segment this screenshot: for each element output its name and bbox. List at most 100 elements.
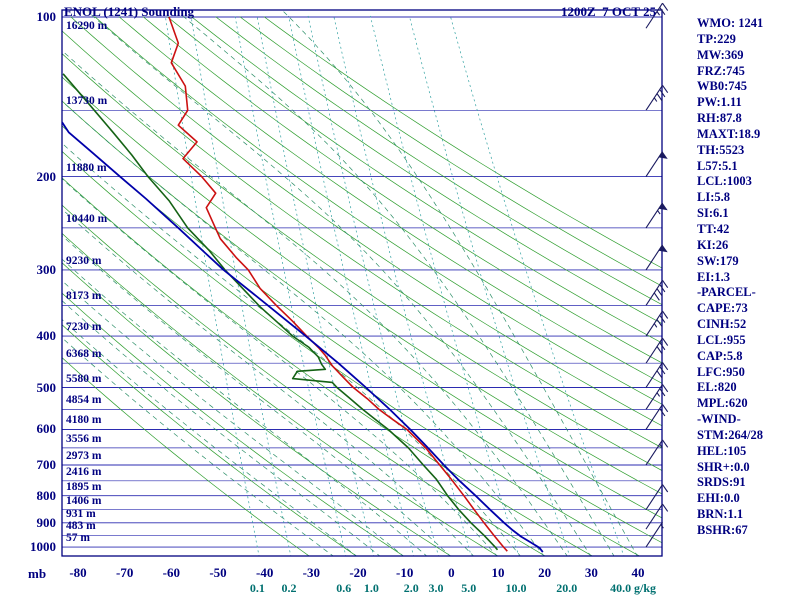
index-line: EI:1.3	[697, 269, 730, 284]
wind-barb	[645, 439, 669, 466]
height-label: 4854 m	[66, 394, 102, 407]
sounding-traces	[62, 16, 544, 553]
index-line: MPL:620	[697, 396, 748, 411]
index-line: SW:179	[697, 253, 739, 268]
wind-barb	[645, 404, 669, 430]
index-line: RH:87.8	[697, 111, 742, 126]
temp-axis-label: 0	[448, 565, 455, 580]
pressure-axis-label: 800	[36, 487, 57, 503]
index-line: LCL:1003	[697, 174, 752, 189]
wind-barb	[645, 384, 669, 410]
dry-adiabat-line	[239, 16, 662, 287]
mixing-ratio-line	[190, 15, 292, 556]
index-line: CINH:52	[697, 317, 747, 332]
index-line: HEL:105	[697, 443, 747, 458]
temp-axis-label: -50	[209, 565, 227, 580]
wind-barb	[645, 337, 669, 364]
dry-adiabat-line	[118, 16, 662, 384]
height-label: 57 m	[66, 532, 90, 545]
wind-barb	[645, 521, 664, 548]
height-label: 8173 m	[66, 290, 102, 303]
moist-adiabat-line	[62, 337, 334, 556]
mixing-ratio-label: 10.0	[505, 581, 527, 595]
temp-axis-label: -30	[302, 565, 320, 580]
index-line: PW:1.11	[697, 95, 742, 110]
index-line: LFC:950	[697, 364, 745, 379]
mixing-ratio-line	[369, 15, 520, 556]
height-label: 3556 m	[66, 432, 102, 445]
background-grid	[61, 9, 663, 557]
dry-adiabat-line	[62, 30, 662, 449]
index-line: L57:5.1	[697, 158, 738, 173]
moist-adiabat-line	[62, 258, 428, 556]
mixing-ratio-label: 1.0	[363, 581, 379, 595]
height-label: 2973 m	[66, 449, 102, 462]
mixing-ratio-line	[164, 15, 260, 556]
mixing-ratio-line	[408, 15, 571, 556]
dry-adiabat-line	[70, 16, 662, 427]
dry-adiabat-line	[62, 100, 662, 519]
dry-adiabat-line	[263, 16, 662, 269]
dry-adiabat-line	[62, 76, 662, 495]
height-label: 13730 m	[66, 95, 108, 108]
mixing-ratio-label: 5.0	[461, 581, 477, 595]
dry-adiabat-line	[62, 177, 594, 556]
pressure-unit-label: mb	[28, 566, 47, 581]
pressure-axis-label: 500	[36, 379, 57, 395]
moist-adiabat-line	[62, 300, 381, 556]
dry-adiabat-line	[62, 262, 452, 556]
mixing-unit-label: g/kg	[634, 581, 657, 595]
wind-barb	[645, 2, 669, 29]
moist-adiabat-line	[283, 11, 638, 556]
pressure-axis-label: 600	[36, 421, 57, 437]
temp-axis-label: 30	[584, 565, 598, 580]
moist-adiabat-line	[87, 11, 591, 556]
chart-title: ENOL (1241) Sounding	[64, 4, 195, 19]
temp-axis-label: 10	[491, 565, 505, 580]
temp-axis-label: -80	[69, 565, 87, 580]
wind-barb	[645, 202, 668, 229]
mixing-ratio-label: 0.1	[249, 581, 265, 595]
index-line: -WIND-	[697, 412, 741, 427]
height-label: 9230 m	[66, 254, 102, 267]
index-line: TP:229	[697, 31, 736, 46]
wind-barb	[645, 310, 669, 337]
height-label: 5580 m	[66, 372, 102, 385]
index-line: LI:5.8	[697, 190, 730, 205]
index-line: -PARCEL-	[697, 285, 756, 300]
chart-datetime: 1200Z 7 OCT 25	[561, 4, 657, 19]
temp-axis-label: 40	[631, 565, 645, 580]
index-line: SI:6.1	[697, 206, 729, 221]
mixing-ratio-line	[256, 15, 374, 556]
dry-adiabat-line	[62, 150, 641, 556]
height-label: 10440 m	[66, 212, 108, 225]
index-line: TH:5523	[697, 142, 745, 157]
wind-barb	[645, 244, 668, 271]
indices-panel: WMO: 1241 TP:229 MW:369 FRZ:745 WB0:745 PW:1.…	[697, 16, 763, 539]
dry-adiabat-line	[191, 16, 662, 325]
index-line: CAPE:73	[697, 301, 748, 316]
dry-adiabat-line	[62, 125, 662, 544]
temp-axis-label: -20	[349, 565, 367, 580]
dry-adiabat-line	[142, 16, 662, 364]
index-line: STM:264/28	[697, 427, 763, 442]
moist-adiabat-line	[62, 280, 404, 556]
pressure-axis-label: 200	[36, 168, 57, 184]
index-line: SHR+:0.0	[697, 459, 750, 474]
dewpoint-trace	[62, 73, 499, 551]
index-line: EHI:0.0	[697, 491, 740, 506]
height-label: 2416 m	[66, 465, 102, 478]
mixing-ratio-line	[449, 15, 625, 556]
mixing-ratio-label: 0.2	[281, 581, 297, 595]
wind-barb	[645, 484, 669, 510]
moist-adiabat-line	[62, 235, 451, 556]
pressure-axis-label: 700	[36, 456, 57, 472]
dry-adiabat-line	[62, 204, 546, 556]
height-label: 16290 m	[66, 20, 108, 32]
dry-adiabat-line	[215, 16, 662, 306]
plot-frame	[61, 9, 663, 557]
index-line: WB0:745	[697, 79, 747, 94]
height-label: 4180 m	[66, 414, 102, 427]
pressure-axis-label: 100	[36, 9, 57, 24]
